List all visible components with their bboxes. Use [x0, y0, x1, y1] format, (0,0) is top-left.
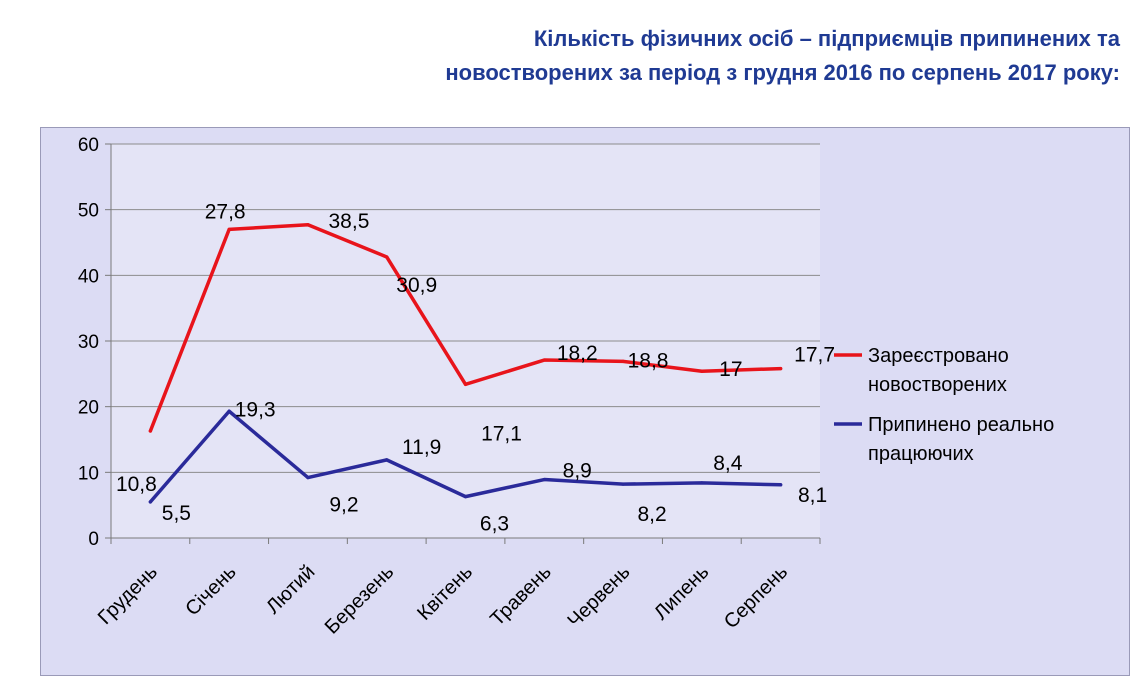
data-point — [779, 483, 783, 487]
data-label: 18,2 — [557, 342, 598, 365]
data-label: 8,1 — [798, 484, 827, 507]
chart-title-line-2: новостворених за період з грудня 2016 по… — [445, 60, 1120, 85]
data-label: 38,5 — [329, 210, 370, 233]
data-point — [463, 495, 468, 499]
data-label: 10,8 — [116, 473, 157, 496]
x-category-label: Липень — [650, 561, 713, 624]
data-label: 6,3 — [480, 513, 509, 536]
x-category-label: Травень — [486, 561, 556, 631]
data-point — [700, 481, 704, 485]
x-category-label: Січень — [181, 561, 240, 620]
data-point — [227, 409, 231, 413]
line-chart: 0 10 20 30 40 50 60 Грудень Січень Лютий Березень К… — [78, 135, 1054, 638]
y-tick-label: 40 — [78, 266, 99, 287]
data-label: 8,2 — [637, 503, 666, 526]
y-tick-label: 30 — [78, 332, 99, 353]
data-label: 18,8 — [628, 349, 669, 372]
data-point — [306, 475, 310, 480]
data-point — [779, 366, 783, 371]
chart-frame: 0 10 20 30 40 50 60 Грудень Січень Лютий Березень К… — [40, 127, 1130, 676]
data-point — [385, 458, 389, 462]
data-label: 9,2 — [329, 494, 358, 517]
legend-label-2: працюючих — [868, 443, 974, 465]
data-point — [621, 482, 625, 486]
x-category-label: Грудень — [94, 561, 162, 629]
y-tick-label: 50 — [78, 201, 99, 222]
data-point — [700, 369, 704, 373]
data-point — [542, 358, 546, 362]
data-label: 8,9 — [563, 460, 592, 483]
data-point — [463, 382, 468, 386]
x-category-label: Квітень — [413, 561, 477, 625]
x-category-label: Березень — [321, 561, 398, 638]
x-category-label: Лютий — [262, 561, 319, 618]
data-point — [148, 429, 152, 433]
legend-label-2: Припинено реально — [868, 414, 1054, 436]
data-label: 8,4 — [713, 452, 743, 475]
data-label: 27,8 — [205, 200, 246, 223]
y-tick-label: 10 — [78, 463, 99, 484]
x-category-label: Червень — [563, 561, 634, 632]
y-tick-label: 0 — [88, 529, 99, 550]
data-point — [306, 223, 310, 227]
data-point — [227, 227, 231, 231]
legend-label-1: новостворених — [868, 374, 1007, 396]
data-label: 30,9 — [396, 274, 437, 297]
data-label: 5,5 — [162, 502, 191, 525]
data-label: 11,9 — [402, 436, 441, 459]
x-category-label: Серпень — [720, 561, 792, 633]
data-point — [542, 477, 546, 482]
data-point — [148, 500, 152, 504]
data-label: 17,7 — [794, 344, 835, 367]
data-point — [621, 359, 625, 363]
y-tick-label: 20 — [78, 398, 99, 419]
legend-label-1: Зареєстровано — [868, 345, 1009, 367]
chart-title-line-1: Кількість фізичних осіб – підприємців пр… — [533, 26, 1120, 51]
chart-title: Кількість фізичних осіб – підприємців пр… — [280, 22, 1120, 90]
data-label: 17,1 — [481, 422, 522, 445]
y-tick-label: 60 — [78, 135, 99, 156]
data-label: 19,3 — [235, 398, 276, 421]
data-label: 17 — [719, 358, 742, 381]
data-point — [385, 255, 389, 259]
